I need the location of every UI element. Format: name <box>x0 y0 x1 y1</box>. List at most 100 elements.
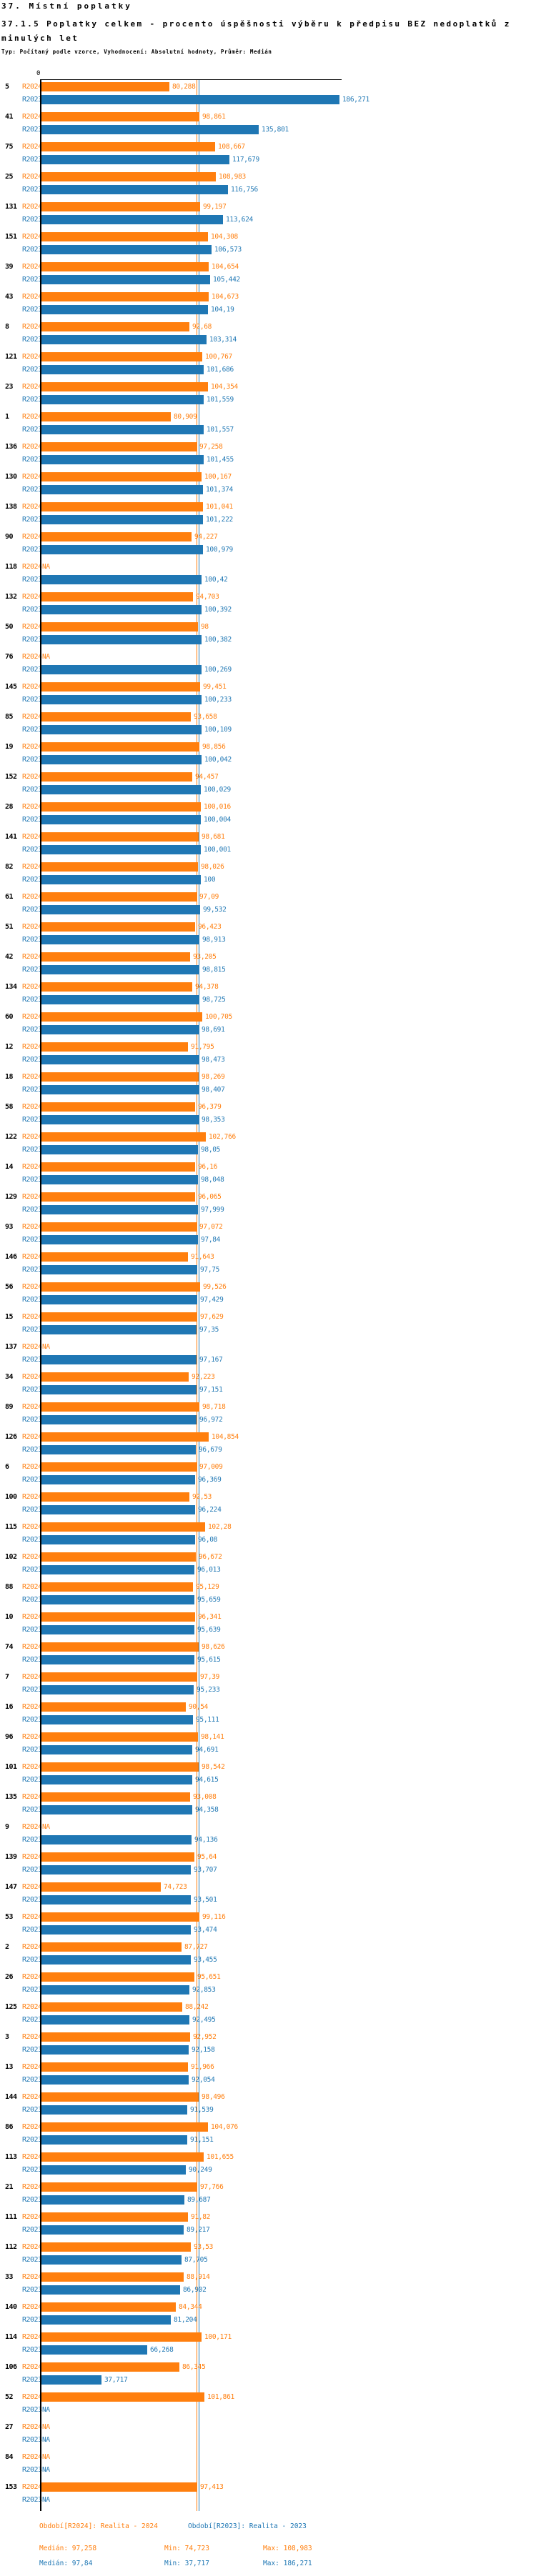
legend-r2023: Období[R2023]: Realita - 2023 <box>188 2522 307 2530</box>
value-label-r2024: 101,861 <box>207 2393 234 2401</box>
series-label-r2024: R2024 <box>22 2363 42 2371</box>
value-label-r2023: 100,233 <box>204 696 232 704</box>
value-label-r2023: 106,573 <box>214 246 242 254</box>
bar-row-r2023: R2023 94,358 <box>0 1805 536 1814</box>
bar-r2023 <box>41 725 202 734</box>
bar-row-r2023: R2023 91,539 <box>0 2105 536 2115</box>
series-label-r2023: R2023 <box>22 156 42 164</box>
group-id-label: 101 <box>5 1763 17 1771</box>
bar-r2023 <box>41 1295 197 1304</box>
value-label-r2024: 99,116 <box>202 1913 226 1921</box>
value-label-r2023: 100,269 <box>204 666 232 674</box>
value-label-r2024: 93,658 <box>194 713 217 721</box>
group-row: 42 R2024 93,205 R2023 98,815 <box>0 952 536 982</box>
bar-row-r2023: R2023 100,979 <box>0 545 536 554</box>
bar-r2024 <box>41 1582 193 1592</box>
series-label-r2023: R2023 <box>22 2076 42 2084</box>
series-label-r2024: R2024 <box>22 2423 42 2431</box>
value-label-r2023: 91,539 <box>190 2106 214 2114</box>
group-id-label: 152 <box>5 773 17 781</box>
group-row: 88 R2024 95,129 R2023 95,659 <box>0 1582 536 1612</box>
bar-row-r2023: R2023 104,19 <box>0 305 536 314</box>
bar-row-r2024: R2024 95,64 <box>0 1852 536 1862</box>
bar-r2024 <box>41 1852 194 1862</box>
value-label-r2023: 100,979 <box>206 546 233 554</box>
bar-row-r2024: R2024 100,705 <box>0 1012 536 1022</box>
value-label-r2023: 96,679 <box>199 1446 222 1454</box>
series-label-r2023: R2023 <box>22 1506 42 1514</box>
series-label-r2023: R2023 <box>22 1896 42 1904</box>
series-label-r2023: R2023 <box>22 546 42 554</box>
group-id-label: 61 <box>5 893 14 901</box>
bar-r2023 <box>41 665 202 674</box>
bar-row-r2023: R2023 66,268 <box>0 2345 536 2355</box>
bar-row-r2024: R2024 97,009 <box>0 1462 536 1472</box>
bar-row-r2023: R2023 186,271 <box>0 95 536 104</box>
series-label-r2023: R2023 <box>22 1056 42 1064</box>
bar-r2023 <box>41 395 204 404</box>
bar-row-r2024: R2024 98 <box>0 622 536 631</box>
value-label-r2024: 96,423 <box>198 923 222 931</box>
bar-r2024 <box>41 292 209 301</box>
value-label-r2023: 97,167 <box>199 1356 223 1364</box>
bar-r2024 <box>41 2482 197 2492</box>
bar-row-r2023: R2023 100,382 <box>0 635 536 644</box>
bar-row-r2024: R2024 91,82 <box>0 2212 536 2222</box>
group-id-label: 122 <box>5 1133 17 1141</box>
bar-row-r2024: R2024 101,655 <box>0 2152 536 2162</box>
series-label-r2023: R2023 <box>22 996 42 1004</box>
bar-row-r2023: R2023 95,639 <box>0 1625 536 1634</box>
bar-r2023 <box>41 1745 192 1754</box>
series-label-r2024: R2024 <box>22 2483 42 2491</box>
group-id-label: 1 <box>5 413 9 421</box>
bar-row-r2024: R2024 98,269 <box>0 1072 536 1082</box>
value-label-r2024: 98,861 <box>202 113 226 121</box>
value-label-r2023: 97,151 <box>199 1386 223 1394</box>
bar-row-r2024: R2024 NA <box>0 2422 536 2432</box>
bar-r2024 <box>41 1612 195 1622</box>
bar-row-r2023: R2023 97,35 <box>0 1325 536 1334</box>
value-label-r2024: 97,413 <box>200 2483 224 2491</box>
series-label-r2023: R2023 <box>22 1596 42 1604</box>
series-label-r2023: R2023 <box>22 1716 42 1724</box>
bar-row-r2023: R2023 92,054 <box>0 2075 536 2085</box>
bar-row-r2023: R2023 101,222 <box>0 515 536 524</box>
bar-row-r2023: R2023 100,269 <box>0 665 536 674</box>
series-label-r2024: R2024 <box>22 1703 42 1711</box>
group-row: 61 R2024 97,09 R2023 99,532 <box>0 892 536 922</box>
value-label-r2023: 100,004 <box>204 816 231 824</box>
bar-r2024 <box>41 112 199 121</box>
series-label-r2024: R2024 <box>22 2333 42 2341</box>
bar-r2023 <box>41 875 201 884</box>
series-label-r2023: R2023 <box>22 936 42 944</box>
value-label-r2023: 97,75 <box>200 1266 220 1274</box>
bar-row-r2023: R2023 87,705 <box>0 2255 536 2265</box>
value-label-r2023: 95,233 <box>197 1686 220 1694</box>
group-row: 136 R2024 97,258 R2023 101,455 <box>0 442 536 472</box>
group-id-label: 18 <box>5 1073 14 1081</box>
group-row: 28 R2024 100,016 R2023 100,004 <box>0 802 536 832</box>
value-label-r2024: 91,82 <box>191 2213 211 2221</box>
bar-r2023 <box>41 1805 192 1814</box>
series-label-r2023: R2023 <box>22 276 42 284</box>
bar-r2024 <box>41 2182 197 2192</box>
value-label-r2024: NA <box>42 1823 50 1831</box>
series-label-r2023: R2023 <box>22 2016 42 2024</box>
series-label-r2024: R2024 <box>22 1253 42 1261</box>
series-label-r2023: R2023 <box>22 726 42 734</box>
bar-r2023 <box>41 1955 191 1965</box>
group-id-label: 7 <box>5 1673 9 1681</box>
series-label-r2024: R2024 <box>22 1043 42 1051</box>
value-label-r2024: 92,223 <box>192 1373 215 1381</box>
bar-row-r2024: R2024 98,626 <box>0 1642 536 1652</box>
group-row: 13 R2024 91,966 R2023 92,054 <box>0 2062 536 2092</box>
group-row: 130 R2024 100,167 R2023 101,374 <box>0 472 536 502</box>
group-row: 111 R2024 91,82 R2023 89,217 <box>0 2212 536 2242</box>
value-label-r2024: 88,914 <box>187 2273 210 2281</box>
series-label-r2024: R2024 <box>22 1913 42 1921</box>
bar-row-r2024: R2024 NA <box>0 652 536 662</box>
group-row: 25 R2024 108,983 R2023 116,756 <box>0 172 536 202</box>
series-label-r2024: R2024 <box>22 1553 42 1561</box>
page-title: 37. Místní poplatky <box>1 1 132 11</box>
bar-r2023 <box>41 2135 187 2145</box>
